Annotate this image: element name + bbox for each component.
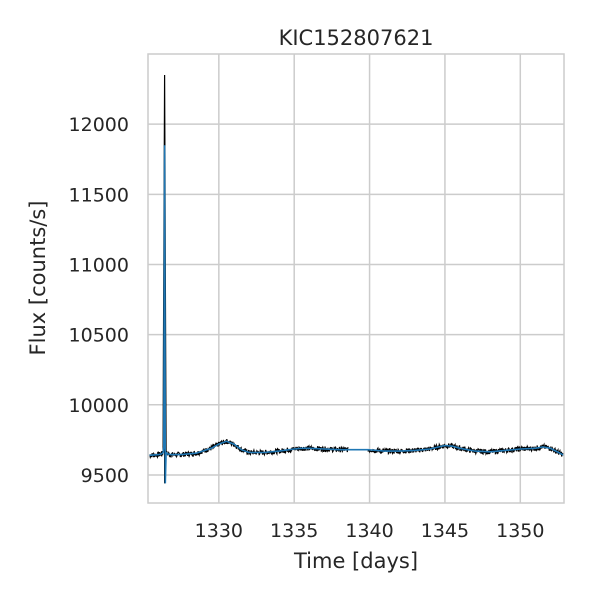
model-flux-line: [149, 145, 564, 484]
x-tick-label: 1345: [421, 520, 469, 542]
x-tick-label: 1350: [496, 520, 544, 542]
y-tick-label: 10500: [69, 325, 129, 347]
raw-flux-line: [149, 74, 564, 484]
chart-title: KIC152807621: [279, 26, 434, 50]
y-tick-label: 9500: [81, 465, 129, 487]
y-tick-label: 12000: [69, 114, 129, 136]
y-axis-label: Flux [counts/s]: [26, 201, 50, 356]
y-tick-label: 10000: [69, 395, 129, 417]
y-tick-label: 11000: [69, 254, 129, 276]
y-tick-label: 11500: [69, 184, 129, 206]
plot-area: [149, 74, 564, 484]
tick-labels: 1330 1335 1340 1345 1350 9500 10000 10500 11000 1…: [69, 114, 545, 542]
x-axis-label: Time [days]: [293, 549, 418, 573]
axes-frame: [147, 53, 565, 504]
grid: [148, 54, 564, 503]
x-tick-label: 1340: [345, 520, 393, 542]
x-tick-label: 1335: [270, 520, 318, 542]
x-tick-label: 1330: [195, 520, 243, 542]
